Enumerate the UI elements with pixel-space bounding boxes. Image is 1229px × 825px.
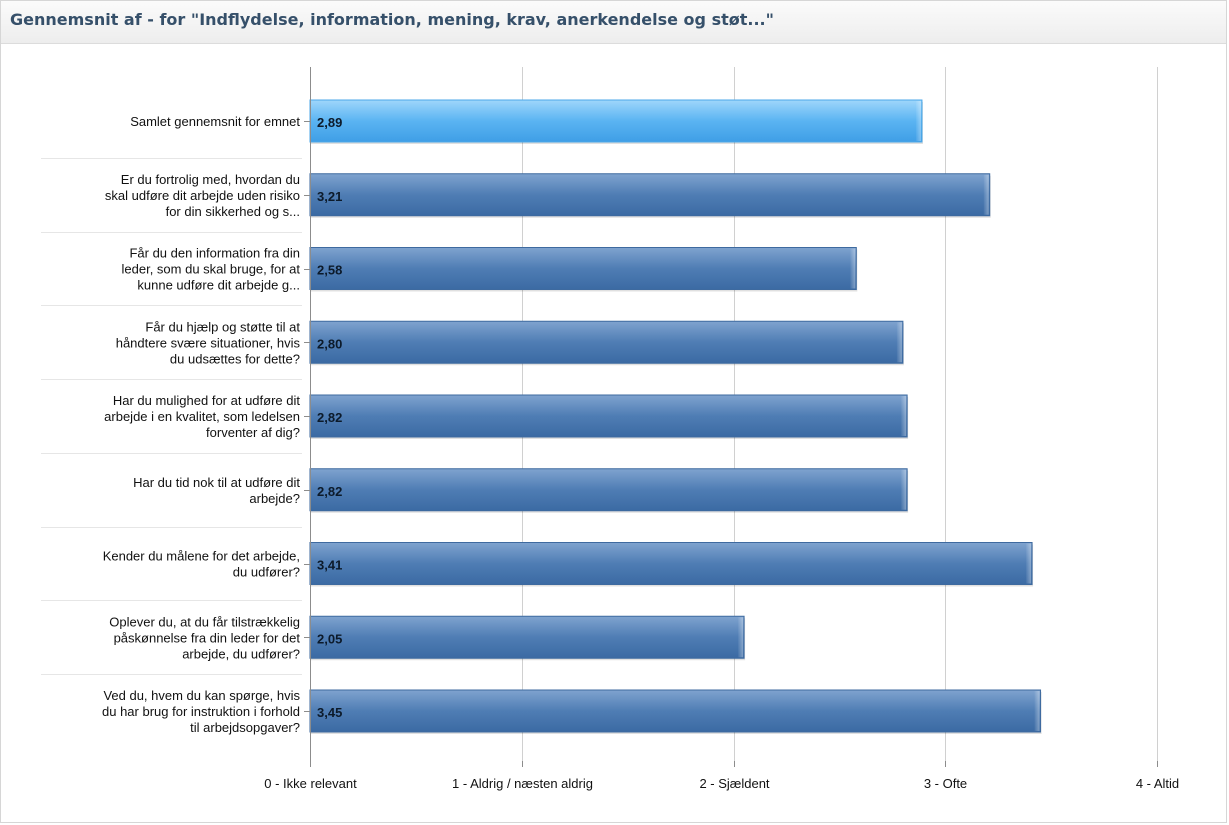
tick-label: 1 - Aldrig / næsten aldrig	[452, 776, 593, 791]
bar-group: 2,58	[309, 247, 858, 292]
bar	[309, 468, 908, 512]
bars: 2,89 3,21 2,58 2,80 2,82 2,82 3,41 2,05 3,45	[309, 99, 1042, 734]
bar	[309, 542, 1033, 585]
category-label: Kender du målene for det arbejde, du udfø…	[103, 549, 300, 580]
data-label: 2,82	[317, 484, 342, 499]
bar-end-sheen	[901, 469, 907, 510]
bar-group: 3,41	[309, 542, 1034, 587]
bar-group: 3,21	[309, 173, 991, 218]
data-label: 2,58	[317, 263, 342, 278]
chart-title: Gennemsnit af - for "Indflydelse, inform…	[10, 10, 774, 29]
bar-end-sheen	[983, 174, 989, 215]
data-label: 3,41	[317, 558, 342, 573]
category-separators	[41, 158, 302, 675]
bar-group: 2,82	[309, 468, 909, 513]
category-label: Får du hjælp og støtte til at håndtere sv…	[116, 319, 301, 366]
bar	[309, 99, 923, 143]
bar-group: 2,05	[309, 615, 746, 661]
bar	[309, 689, 1042, 733]
category-axis	[304, 67, 311, 761]
bar-end-sheen	[901, 396, 907, 436]
data-label: 3,21	[317, 189, 342, 204]
bar	[309, 247, 857, 290]
bar-end-sheen	[850, 248, 856, 289]
bar-end-sheen	[1026, 543, 1032, 584]
tick-label: 4 - Altid	[1136, 776, 1179, 791]
category-label: Er du fortrolig med, hvordan du skal udfø…	[105, 172, 300, 219]
data-label: 2,80	[317, 336, 342, 351]
bar-group: 2,89	[309, 99, 923, 144]
chart-header: Gennemsnit af - for "Indflydelse, inform…	[1, 1, 1226, 44]
category-label: Har du mulighed for at udføre dit arbejde…	[104, 393, 300, 440]
category-labels: Samlet gennemsnit for emnet Er du fortrol…	[102, 114, 300, 735]
bar-end-sheen	[1034, 691, 1040, 731]
bar-end-sheen	[896, 322, 902, 363]
bar-group: 2,82	[309, 394, 909, 439]
tick-label: 0 - Ikke relevant	[264, 776, 357, 791]
bar	[309, 173, 991, 217]
category-label: Samlet gennemsnit for emnet	[130, 114, 300, 129]
tick-label: 2 - Sjældent	[699, 776, 769, 791]
bar	[309, 394, 908, 438]
bar-group: 2,80	[309, 320, 904, 366]
data-label: 3,45	[317, 705, 342, 720]
bar-group: 3,45	[309, 689, 1042, 734]
data-label: 2,05	[317, 631, 342, 646]
category-label: Får du den information fra din leder, som…	[122, 246, 301, 293]
data-label: 2,89	[317, 115, 342, 130]
category-label: Har du tid nok til at udføre dit arbejde?	[133, 475, 300, 506]
bar-end-sheen	[915, 101, 921, 141]
bar	[309, 615, 745, 659]
tick-label: 3 - Ofte	[924, 776, 967, 791]
bar-end-sheen	[738, 617, 744, 658]
bar	[309, 320, 904, 364]
value-axis-ticks: 0 - Ikke relevant 1 - Aldrig / næsten ald…	[264, 761, 1179, 791]
data-label: 2,82	[317, 410, 342, 425]
category-label: Ved du, hvem du kan spørge, hvis du har b…	[102, 688, 300, 735]
category-label: Oplever du, at du får tilstrækkelig påskø…	[109, 614, 300, 661]
